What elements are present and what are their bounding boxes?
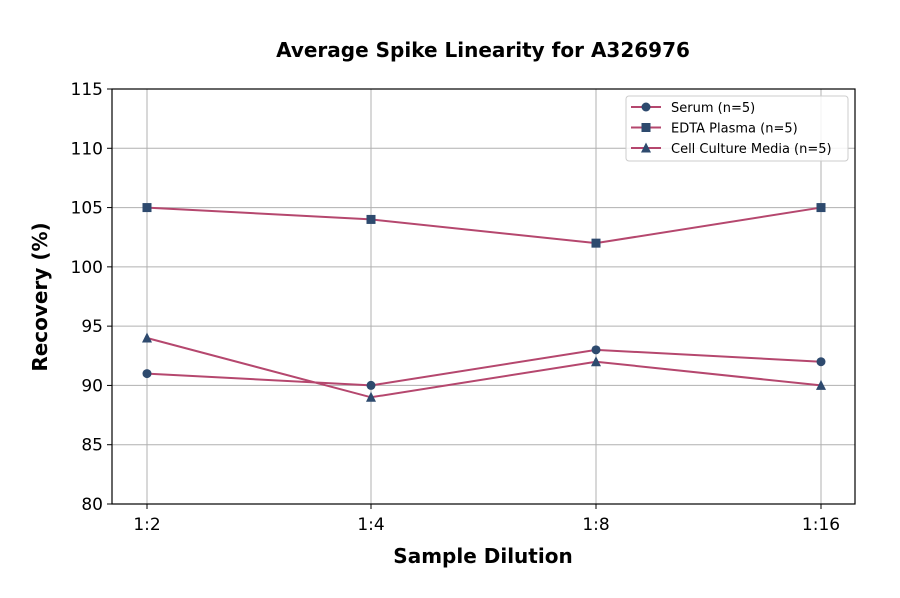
legend-label: Cell Culture Media (n=5) <box>671 142 832 157</box>
marker-square <box>142 203 152 213</box>
y-tick-label: 85 <box>81 436 103 456</box>
x-tick-label: 1:8 <box>582 515 609 535</box>
marker-triangle <box>641 142 651 153</box>
x-tick-label: 1:4 <box>357 515 384 535</box>
marker-circle <box>366 380 376 390</box>
legend-box <box>625 95 849 162</box>
y-tick-label: 90 <box>81 376 103 396</box>
marker-triangle <box>591 356 601 367</box>
series-line <box>146 348 822 387</box>
marker-square <box>591 238 601 248</box>
series-cell <box>142 332 826 402</box>
marker-triangle <box>142 332 152 343</box>
marker-triangle <box>366 391 376 402</box>
legend-label: EDTA Plasma (n=5) <box>671 122 798 137</box>
marker-square <box>816 203 826 213</box>
marker-square <box>641 123 651 132</box>
y-tick-label: 105 <box>71 199 103 219</box>
y-axis-label: Recovery (%) <box>28 222 52 371</box>
marker-triangle <box>816 379 826 390</box>
y-tick-label: 95 <box>81 317 103 337</box>
marker-circle <box>641 102 651 112</box>
x-axis-label: Sample Dilution <box>393 544 572 568</box>
series-line <box>146 206 822 245</box>
series-line <box>146 337 822 399</box>
legend-label: Serum (n=5) <box>671 101 755 116</box>
y-tick-label: 100 <box>71 258 103 278</box>
legend: Serum (n=5) EDTA Plasma (n=5) Cell Culture… <box>625 95 849 162</box>
plot-frame <box>111 88 856 505</box>
chart-title: Average Spike Linearity for A326976 <box>276 38 690 62</box>
series-edta <box>142 203 826 248</box>
x-tick-label: 1:16 <box>802 515 840 535</box>
y-tick-label: 115 <box>71 80 103 100</box>
y-tick-label: 80 <box>81 495 103 515</box>
series-serum <box>142 345 826 390</box>
x-tick-label: 1:2 <box>133 515 160 535</box>
marker-square <box>366 214 376 224</box>
marker-circle <box>591 345 601 355</box>
y-tick-label: 110 <box>71 139 103 159</box>
marker-circle <box>816 357 826 367</box>
marker-circle <box>142 369 152 379</box>
